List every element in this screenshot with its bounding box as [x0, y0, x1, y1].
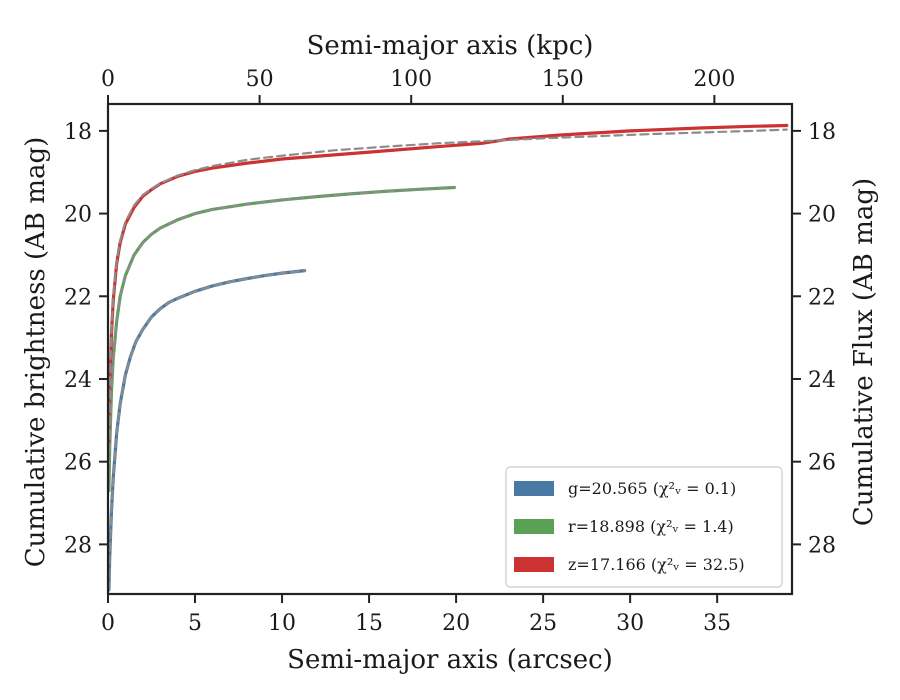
- legend: g=20.565 (χ²ᵥ = 0.1) r=18.898 (χ²ᵥ = 1.4…: [505, 466, 783, 588]
- x-tick-label: 5: [188, 611, 202, 636]
- y-tick-label: 28: [64, 533, 92, 558]
- legend-entry-g: g=20.565 (χ²ᵥ = 0.1): [568, 479, 736, 498]
- model-fit-line: [107, 269, 306, 591]
- top-x-tick-label: 150: [542, 67, 584, 92]
- series-line: [107, 269, 307, 592]
- right-y-tick-label: 20: [808, 203, 836, 228]
- x-tick-label: 25: [529, 611, 557, 636]
- right-y-tick-label: 18: [808, 120, 836, 145]
- y-tick-label: 20: [64, 203, 92, 228]
- y-tick-label: 22: [64, 285, 92, 310]
- y-tick-label: 18: [64, 120, 92, 145]
- x-tick-label: 10: [268, 611, 296, 636]
- top-x-tick-label: 200: [693, 67, 735, 92]
- top-x-tick-label: 100: [390, 67, 432, 92]
- legend-swatch-z: [514, 557, 554, 572]
- model-fit-line: [107, 128, 788, 438]
- x-axis-title: Semi-major axis (arcsec): [287, 645, 613, 675]
- legend-entry-z: z=17.166 (χ²ᵥ = 32.5): [568, 555, 745, 574]
- y-axis-title: Cumulative brightness (AB mag): [21, 137, 51, 568]
- y-tick-label: 26: [64, 451, 92, 476]
- right-y-tick-label: 26: [808, 451, 836, 476]
- legend-box: [505, 466, 783, 588]
- x-tick-label: 20: [442, 611, 470, 636]
- x-tick-label: 0: [101, 611, 115, 636]
- model-fit-line: [107, 186, 456, 492]
- legend-entry-r: r=18.898 (χ²ᵥ = 1.4): [568, 517, 734, 536]
- top-x-tick-label: 0: [101, 67, 115, 92]
- series-line: [107, 123, 789, 443]
- top-x-tick-label: 50: [246, 67, 274, 92]
- series-layer: [107, 123, 789, 592]
- right-y-tick-label: 22: [808, 285, 836, 310]
- x-tick-label: 35: [703, 611, 731, 636]
- top-x-axis-title: Semi-major axis (kpc): [307, 31, 594, 61]
- right-y-tick-label: 28: [808, 533, 836, 558]
- legend-swatch-g: [514, 481, 554, 496]
- series-line: [107, 185, 456, 493]
- legend-swatch-r: [514, 519, 554, 534]
- y-tick-label: 24: [64, 368, 92, 393]
- ticks-layer: 0 5 10 15 20 25 30 35 0 50 100 150 200 18 18 20 20 22 22 24…: [64, 67, 836, 636]
- right-y-tick-label: 24: [808, 368, 836, 393]
- plot-frame: [106, 102, 794, 596]
- x-tick-label: 30: [616, 611, 644, 636]
- right-y-axis-title: Cumulative Flux (AB mag): [849, 178, 879, 526]
- x-tick-label: 15: [355, 611, 383, 636]
